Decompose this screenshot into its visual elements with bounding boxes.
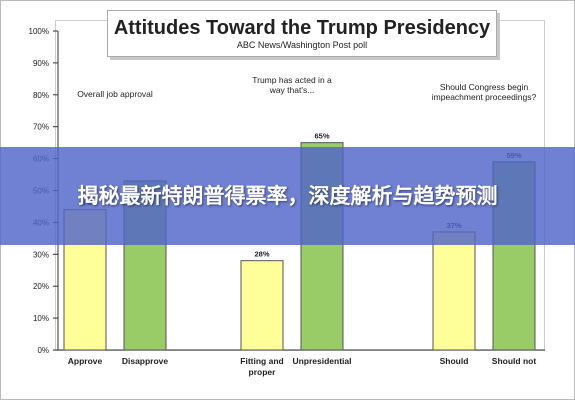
group-heading: Should Congress begin impeachment proceed… xyxy=(432,82,537,102)
x-tick-label: Fitting and proper xyxy=(240,356,283,377)
y-axis-ticks: 0%10%20%30%40%50%60%70%80%90%100% xyxy=(29,27,58,355)
x-tick-label: Approve xyxy=(68,356,103,366)
group-heading: Trump has acted in a way that's... xyxy=(252,75,332,95)
x-tick-label: Disapprove xyxy=(122,356,169,366)
y-tick-label: 70% xyxy=(33,123,49,132)
bar-value-label: 65% xyxy=(314,132,329,141)
group-heading: Overall job approval xyxy=(77,89,153,99)
x-tick-label: Should not xyxy=(492,356,537,366)
x-axis-labels: Approve Disapprove Fitting and proper Unpres… xyxy=(68,356,537,377)
y-tick-label: 90% xyxy=(33,59,49,68)
banner-headline: 揭秘最新特朗普得票率，深度解析与趋势预测 xyxy=(77,183,498,208)
bar xyxy=(240,260,284,351)
y-tick-label: 20% xyxy=(33,282,49,291)
bar-value-label: 28% xyxy=(254,250,269,259)
overlay-banner: 揭秘最新特朗普得票率，深度解析与趋势预测 xyxy=(0,147,575,245)
chart-subtitle: ABC News/Washington Post poll xyxy=(236,40,368,50)
bar xyxy=(432,231,476,351)
y-tick-label: 100% xyxy=(29,27,49,36)
x-tick-label: Unpresidential xyxy=(292,356,351,366)
y-tick-label: 30% xyxy=(33,250,49,259)
y-tick-label: 0% xyxy=(37,346,49,355)
y-tick-label: 80% xyxy=(33,91,49,100)
chart-title-box: Attitudes Toward the Trump Presidency AB… xyxy=(107,10,497,57)
x-tick-label: Should xyxy=(440,356,469,366)
y-tick-label: 10% xyxy=(33,314,49,323)
group-headings: Overall job approval Trump has acted in a… xyxy=(77,75,536,102)
chart-title: Attitudes Toward the Trump Presidency xyxy=(113,17,491,39)
